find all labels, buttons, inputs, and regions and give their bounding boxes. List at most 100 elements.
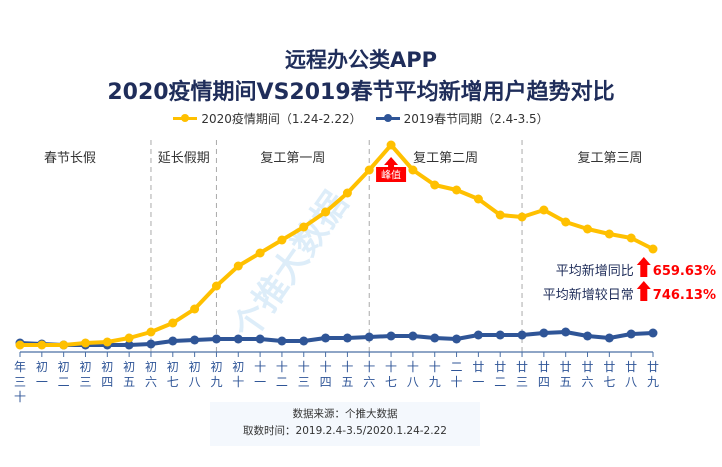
x-tick-label: 廿二 bbox=[494, 360, 506, 389]
data-point-2019 bbox=[124, 340, 134, 350]
period-label: 延长假期 bbox=[158, 151, 210, 166]
legend-marker-2019 bbox=[375, 114, 400, 122]
data-point-2020 bbox=[364, 165, 374, 175]
data-point-2020 bbox=[604, 229, 614, 239]
x-tick-label: 二十 bbox=[451, 360, 463, 389]
x-tick-label: 初七 bbox=[167, 360, 179, 389]
data-point-2020 bbox=[59, 340, 69, 350]
x-tick-label: 十一 bbox=[254, 360, 266, 389]
series-line-2019 bbox=[19, 330, 654, 347]
data-point-2019 bbox=[539, 328, 549, 338]
data-point-2020 bbox=[102, 337, 112, 347]
up-arrow-icon bbox=[636, 281, 651, 301]
data-point-2019 bbox=[342, 333, 352, 343]
chart-title: 远程办公类APP bbox=[284, 48, 438, 72]
data-point-2020 bbox=[517, 212, 527, 222]
data-point-2020 bbox=[583, 224, 593, 234]
peak-arrow-icon bbox=[384, 157, 399, 169]
legend-item-2020: 2020疫情期间（1.24-2.22） bbox=[173, 110, 362, 127]
data-point-2020 bbox=[168, 318, 178, 328]
chart-subtitle: 2020疫情期间VS2019春节平均新增用户趋势对比 bbox=[107, 80, 615, 105]
data-point-2019 bbox=[233, 334, 243, 344]
x-tick-label: 初二 bbox=[58, 360, 70, 389]
data-period: 取数时间：2019.2.4-3.5/2020.1.24-2.22 bbox=[243, 425, 447, 437]
data-point-2019 bbox=[299, 336, 309, 346]
data-point-2019 bbox=[430, 333, 440, 343]
data-point-2020 bbox=[15, 340, 25, 350]
x-tick-label: 廿八 bbox=[625, 360, 637, 389]
series-line-2020 bbox=[20, 143, 654, 347]
x-tick-label: 十四 bbox=[320, 360, 332, 389]
data-point-2019 bbox=[473, 330, 483, 340]
x-tick-label: 廿六 bbox=[582, 360, 594, 389]
x-tick-label: 十三 bbox=[298, 360, 310, 389]
period-label: 复工第二周 bbox=[413, 151, 478, 166]
x-tick-label: 初八 bbox=[189, 360, 201, 389]
legend-item-2019: 2019春节同期（2.4-3.5） bbox=[375, 110, 549, 127]
legend-label-2020: 2020疫情期间（1.24-2.22） bbox=[201, 112, 362, 126]
data-source: 数据来源：个推大数据 bbox=[292, 408, 398, 420]
x-tick-label: 廿四 bbox=[538, 360, 550, 389]
x-tick-label: 十九 bbox=[429, 360, 441, 389]
annotation-label: 平均新增较日常 bbox=[543, 287, 634, 303]
data-point-2019 bbox=[626, 329, 636, 339]
data-point-2019 bbox=[168, 336, 178, 346]
x-tick-label: 初十 bbox=[232, 360, 244, 389]
legend: 2020疫情期间（1.24-2.22） 2019春节同期（2.4-3.5） bbox=[0, 110, 722, 127]
data-point-2020 bbox=[408, 165, 418, 175]
data-point-2019 bbox=[604, 333, 614, 343]
x-tick-label: 廿九 bbox=[647, 360, 659, 389]
x-tick-label: 廿三 bbox=[516, 360, 528, 389]
data-point-2020 bbox=[211, 281, 221, 291]
data-point-2020 bbox=[124, 333, 134, 343]
data-point-2019 bbox=[386, 331, 396, 341]
x-tick-label: 廿七 bbox=[603, 360, 615, 389]
x-tick-label: 初三 bbox=[79, 360, 91, 389]
watermark: 个推大数据 bbox=[226, 185, 356, 347]
x-tick-label: 廿五 bbox=[560, 360, 572, 389]
data-point-2019 bbox=[321, 333, 331, 343]
data-point-2020 bbox=[430, 180, 440, 190]
data-point-2019 bbox=[277, 336, 287, 346]
data-point-2020 bbox=[277, 235, 287, 245]
data-point-2020 bbox=[80, 338, 90, 348]
period-label: 复工第三周 bbox=[577, 151, 642, 166]
annotation-value: 659.63% bbox=[653, 264, 716, 279]
data-point-2020 bbox=[561, 217, 571, 227]
data-point-2019 bbox=[648, 328, 658, 338]
data-point-2020 bbox=[37, 340, 47, 350]
period-label: 春节长假 bbox=[44, 151, 96, 166]
x-tick-label: 初九 bbox=[210, 360, 222, 389]
peak-label: 峰值 bbox=[381, 169, 401, 182]
x-tick-label: 十五 bbox=[341, 360, 353, 389]
data-point-2019 bbox=[255, 334, 265, 344]
x-tick-label: 初一 bbox=[36, 360, 48, 389]
data-point-2020 bbox=[321, 207, 331, 217]
footer-note: 数据来源：个推大数据 取数时间：2019.2.4-3.5/2020.1.24-2… bbox=[210, 402, 480, 446]
data-point-2020 bbox=[495, 210, 505, 220]
data-point-2020 bbox=[386, 140, 396, 150]
data-point-2020 bbox=[146, 327, 156, 337]
data-point-2019 bbox=[452, 334, 462, 344]
x-tick-label: 廿一 bbox=[472, 360, 484, 389]
x-tick-label: 年三十 bbox=[14, 360, 26, 404]
x-tick-label: 十六 bbox=[363, 360, 375, 389]
data-point-2020 bbox=[452, 185, 462, 195]
x-tick-label: 十八 bbox=[407, 360, 419, 389]
legend-marker-2020 bbox=[173, 114, 198, 122]
data-point-2020 bbox=[190, 304, 200, 314]
annotation-value: 746.13% bbox=[653, 288, 716, 303]
x-tick-label: 十二 bbox=[276, 360, 288, 389]
peak-badge bbox=[376, 167, 407, 182]
annotation-label: 平均新增同比 bbox=[556, 263, 634, 279]
legend-label-2019: 2019春节同期（2.4-3.5） bbox=[403, 112, 549, 126]
x-tick-label: 初六 bbox=[145, 360, 157, 389]
x-tick-label: 十七 bbox=[385, 360, 397, 389]
data-point-2019 bbox=[211, 334, 221, 344]
data-point-2019 bbox=[561, 327, 571, 337]
data-point-2019 bbox=[408, 331, 418, 341]
data-point-2019 bbox=[364, 332, 374, 342]
x-tick-label: 初五 bbox=[123, 360, 135, 389]
period-label: 复工第一周 bbox=[260, 151, 325, 166]
